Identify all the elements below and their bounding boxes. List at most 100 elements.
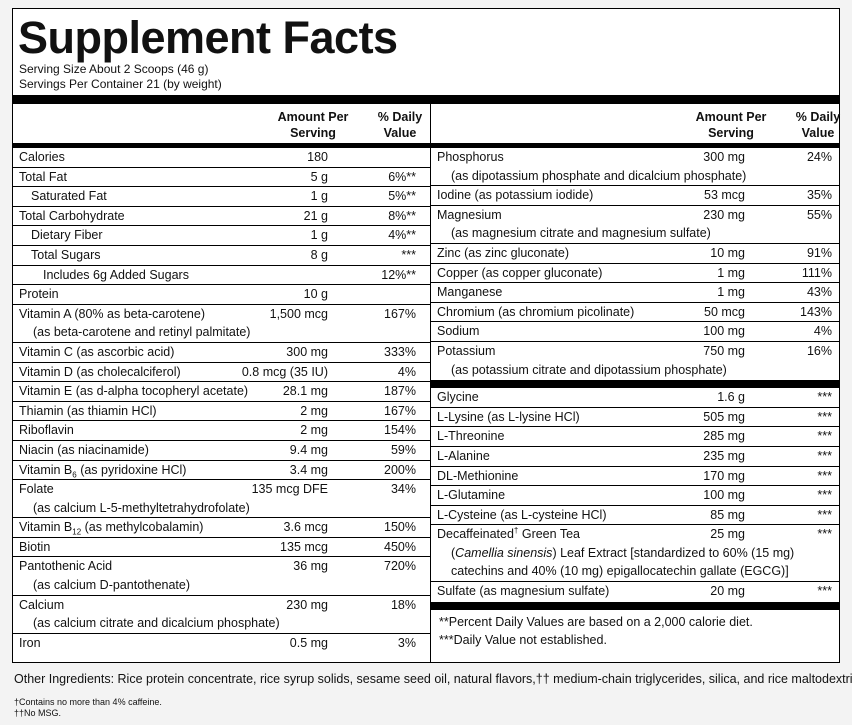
amount [218, 266, 328, 285]
nutrient-name-group: Potassium [437, 342, 635, 361]
daily-value: 187% [384, 384, 416, 399]
daily-value: 111% [801, 265, 832, 280]
nutrient-row: Phosphorus 300 mg 24% (as dipotassium phosp… [431, 148, 839, 185]
divider-bar [13, 95, 839, 104]
amount: 180 [307, 150, 328, 164]
nutrient-name-group: Vitamin D (as cholecalciferol) [19, 363, 218, 382]
nutrient-note: (as beta-carotene and retinyl palmitate) [33, 325, 251, 340]
serving-size: Serving Size About 2 Scoops (46 g) [19, 62, 209, 76]
daily-value: 143% [800, 304, 832, 319]
amount: 8 g [310, 247, 328, 262]
nutrient-row: Riboflavin 2 mg 154% [13, 420, 430, 440]
amount: 28.1 mg [282, 384, 328, 399]
daily-value [328, 148, 416, 167]
nutrient-name-group: Decaffeinated† Green Tea [437, 525, 635, 544]
nutrient-name-group: Vitamin E (as d-alpha tocopheryl acetate… [19, 382, 248, 401]
nutrient-name-group: Vitamin B12 (as methylcobalamin) [19, 518, 218, 537]
nutrient-row: Manganese 1 mg 43% [431, 282, 839, 302]
amount: 85 mg [710, 507, 745, 522]
nutrient-name-group: Biotin [19, 538, 218, 557]
nutrient-note: (Camellia sinensis) Leaf Extract [standa… [437, 544, 832, 563]
nutrient-name: Total Carbohydrate [19, 208, 125, 223]
footnote: ††No MSG. [14, 708, 62, 718]
nutrient-name-end: (as pyridoxine HCl) [76, 462, 187, 477]
amount: 36 mg [293, 559, 328, 574]
nutrient-name-group: Pantothenic Acid [19, 557, 218, 576]
daily-value: *** [817, 468, 832, 483]
nutrient-name-group: Total Carbohydrate [19, 207, 218, 226]
row-line: Total Sugars 8 g *** [31, 246, 416, 265]
daily-value-header: % Daily Value [377, 110, 423, 140]
nutrient-row: Potassium 750 mg 16% (as potassium citrate … [431, 340, 839, 379]
nutrient-name: DL-Methionine [437, 468, 519, 483]
nutrient-name: Vitamin C (as ascorbic acid) [19, 344, 175, 359]
nutrient-name: Phosphorus [437, 150, 504, 164]
row-line: Vitamin B12 (as methylcobalamin) 3.6 mcg 1… [19, 518, 416, 537]
nutrient-name: Pantothenic Acid [19, 559, 113, 574]
nutrient-name-group: Iron [19, 634, 218, 653]
amount: 170 mg [703, 468, 745, 483]
nutrient-name: Saturated Fat [31, 189, 107, 204]
daily-value: 34% [390, 482, 416, 497]
nutrient-name: Decaffeinated [437, 527, 514, 542]
daily-value: 43% [806, 285, 832, 300]
nutrient-row: Zinc (as zinc gluconate) 10 mg 91% [431, 242, 839, 263]
nutrient-row: L-Lysine (as L-lysine HCl) 505 mg *** [431, 406, 839, 427]
nutrient-row: Includes 6g Added Sugars 12%** [13, 264, 430, 285]
amount: 1 g [310, 189, 328, 204]
daily-value: 167% [384, 306, 416, 321]
nutrient-note: (as dipotassium phosphate and dicalcium … [451, 168, 747, 183]
title: Supplement Facts [18, 12, 398, 63]
nutrient-name: L-Glutamine [437, 488, 506, 503]
nutrient-name: Calcium [19, 597, 65, 612]
row-line: Vitamin B6 (as pyridoxine HCl) 3.4 mg 200% [19, 461, 416, 480]
row-line: Zinc (as zinc gluconate) 10 mg 91% [437, 244, 832, 263]
amount: 230 mg [286, 597, 328, 612]
nutrient-name-group: L-Alanine [437, 447, 635, 466]
amount: 1 mg [717, 265, 745, 280]
nutrient-name-group: Magnesium [437, 206, 635, 225]
daily-value: 6%** [388, 169, 416, 184]
note-text: ) Leaf Extract [standardized to 60% (15 … [552, 545, 795, 560]
nutrient-row: Decaffeinated† Green Tea 25 mg *** (Camelli… [431, 524, 839, 581]
nutrient-row: L-Glutamine 100 mg *** [431, 485, 839, 505]
divider-bar [13, 143, 430, 148]
daily-value: 450% [384, 539, 416, 554]
row-line: Total Fat 5 g 6%** [19, 168, 416, 187]
nutrient-row: Folate 135 mcg DFE 34% (as calcium L-5-meth… [13, 479, 430, 517]
nutrient-name: Magnesium [437, 207, 502, 222]
nutrient-name: Glycine [437, 390, 479, 405]
nutrient-name: Includes 6g Added Sugars [43, 267, 189, 282]
nutrient-row: Protein 10 g [13, 284, 430, 304]
daily-value: *** [817, 507, 832, 522]
nutrient-row: L-Cysteine (as L-cysteine HCl) 85 mg *** [431, 504, 839, 525]
amount: 135 mcg [280, 539, 328, 554]
amount: 3.6 mcg [283, 520, 328, 535]
amount: 300 mg [286, 344, 328, 359]
amount: 21 g [303, 208, 328, 223]
amount-header: Amount Per Serving [277, 110, 349, 140]
row-line: Vitamin A (80% as beta-carotene) 1,500 mc… [19, 305, 416, 324]
daily-value: *** [817, 488, 832, 503]
daily-value: 720% [384, 559, 416, 574]
row-line: Vitamin C (as ascorbic acid) 300 mg 333% [19, 343, 416, 362]
amount: 285 mg [703, 429, 745, 444]
nutrient-name: Iodine (as potassium iodide) [437, 188, 594, 203]
nutrient-name: Total Sugars [31, 247, 101, 262]
amount: 10 mg [710, 245, 745, 260]
row-line: Calories 180 [19, 148, 416, 167]
nutrient-name: Chromium (as chromium picolinate) [437, 304, 635, 319]
nutrient-row: Vitamin D (as cholecalciferol) 0.8 mcg (3… [13, 361, 430, 382]
nutrient-note: (as potassium citrate and dipotassium ph… [451, 362, 727, 377]
row-line: Chromium (as chromium picolinate) 50 mcg 1… [437, 303, 832, 322]
nutrient-name-group: L-Cysteine (as L-cysteine HCl) [437, 506, 635, 525]
row-line: Pantothenic Acid 36 mg 720% [19, 557, 416, 576]
daily-value: 12%** [381, 267, 416, 282]
amount: 0.5 mg [289, 635, 328, 650]
nutrient-name: Vitamin A (80% as beta-carotene) [19, 306, 205, 321]
nutrient-name-group: Niacin (as niacinamide) [19, 441, 218, 460]
amount: 135 mcg DFE [251, 482, 328, 497]
nutrient-name-group: Saturated Fat [31, 187, 218, 206]
daily-value: 5%** [388, 189, 416, 204]
servings-per-container: Servings Per Container 21 (by weight) [19, 77, 222, 91]
